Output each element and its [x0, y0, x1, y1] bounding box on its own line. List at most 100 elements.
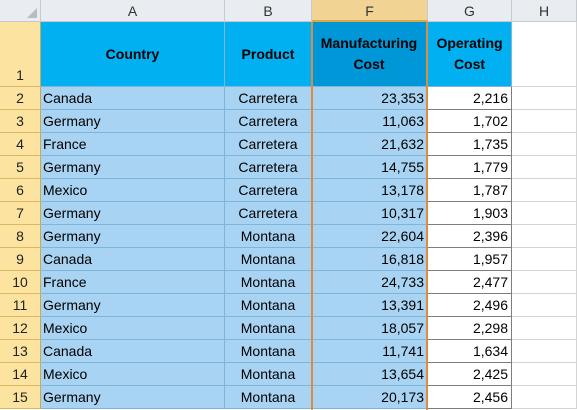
row-header[interactable]: 11: [0, 294, 41, 317]
header-cell-product[interactable]: Product: [225, 22, 312, 87]
operating-cost-cell[interactable]: 1,779: [428, 156, 512, 179]
manufacturing-cost-cell[interactable]: 14,755: [312, 156, 428, 179]
selection-border-right: [426, 22, 428, 410]
row-header[interactable]: 13: [0, 340, 41, 363]
country-cell[interactable]: Germany: [41, 386, 225, 409]
row-header[interactable]: 8: [0, 225, 41, 248]
country-cell[interactable]: Germany: [41, 156, 225, 179]
operating-cost-cell[interactable]: 2,425: [428, 363, 512, 386]
select-all-corner[interactable]: [0, 0, 41, 22]
empty-cell[interactable]: [512, 110, 577, 133]
operating-cost-cell[interactable]: 1,735: [428, 133, 512, 156]
header-country-label: Country: [105, 45, 160, 62]
product-cell[interactable]: Carretera: [225, 110, 312, 133]
row-header[interactable]: 14: [0, 363, 41, 386]
empty-cell[interactable]: [512, 363, 577, 386]
row-header[interactable]: 15: [0, 386, 41, 409]
row-header[interactable]: 10: [0, 271, 41, 294]
empty-cell[interactable]: [512, 133, 577, 156]
header-cell-operating-cost[interactable]: Operating Cost: [428, 22, 512, 87]
product-cell[interactable]: Montana: [225, 363, 312, 386]
manufacturing-cost-cell[interactable]: 23,353: [312, 87, 428, 110]
country-cell[interactable]: France: [41, 133, 225, 156]
column-header-b[interactable]: B: [225, 0, 312, 22]
manufacturing-cost-cell[interactable]: 11,741: [312, 340, 428, 363]
empty-cell[interactable]: [512, 294, 577, 317]
row-header[interactable]: 4: [0, 133, 41, 156]
country-cell[interactable]: Canada: [41, 248, 225, 271]
empty-cell[interactable]: [512, 317, 577, 340]
manufacturing-cost-cell[interactable]: 13,391: [312, 294, 428, 317]
operating-cost-cell[interactable]: 1,702: [428, 110, 512, 133]
country-cell[interactable]: Mexico: [41, 179, 225, 202]
empty-cell[interactable]: [512, 340, 577, 363]
empty-cell[interactable]: [512, 179, 577, 202]
product-cell[interactable]: Montana: [225, 271, 312, 294]
manufacturing-cost-cell[interactable]: 20,173: [312, 386, 428, 409]
product-cell[interactable]: Carretera: [225, 133, 312, 156]
country-cell[interactable]: Mexico: [41, 363, 225, 386]
manufacturing-cost-cell[interactable]: 11,063: [312, 110, 428, 133]
operating-cost-cell[interactable]: 2,477: [428, 271, 512, 294]
row-header[interactable]: 5: [0, 156, 41, 179]
manufacturing-cost-cell[interactable]: 10,317: [312, 202, 428, 225]
operating-cost-cell[interactable]: 2,216: [428, 87, 512, 110]
empty-cell[interactable]: [512, 225, 577, 248]
manufacturing-cost-cell[interactable]: 13,178: [312, 179, 428, 202]
manufacturing-cost-cell[interactable]: 22,604: [312, 225, 428, 248]
manufacturing-cost-cell[interactable]: 16,818: [312, 248, 428, 271]
product-cell[interactable]: Montana: [225, 225, 312, 248]
country-cell[interactable]: France: [41, 271, 225, 294]
empty-cell[interactable]: [512, 202, 577, 225]
product-cell[interactable]: Montana: [225, 294, 312, 317]
empty-cell[interactable]: [512, 156, 577, 179]
row-header[interactable]: 1: [0, 22, 41, 87]
operating-cost-cell[interactable]: 2,456: [428, 386, 512, 409]
row-header[interactable]: 3: [0, 110, 41, 133]
operating-cost-cell[interactable]: 1,957: [428, 248, 512, 271]
operating-cost-cell[interactable]: 2,496: [428, 294, 512, 317]
manufacturing-cost-cell[interactable]: 21,632: [312, 133, 428, 156]
empty-cell[interactable]: [512, 271, 577, 294]
operating-cost-cell[interactable]: 1,787: [428, 179, 512, 202]
header-cell-manufacturing-cost[interactable]: Manufacturing Cost: [312, 22, 428, 87]
manufacturing-cost-cell[interactable]: 24,733: [312, 271, 428, 294]
column-header-g[interactable]: G: [428, 0, 512, 22]
empty-cell[interactable]: [512, 22, 577, 87]
product-cell[interactable]: Carretera: [225, 87, 312, 110]
product-cell[interactable]: Montana: [225, 317, 312, 340]
row-header[interactable]: 6: [0, 179, 41, 202]
header-cell-country[interactable]: Country: [41, 22, 225, 87]
row-header[interactable]: 12: [0, 317, 41, 340]
operating-cost-cell[interactable]: 1,634: [428, 340, 512, 363]
row-header[interactable]: 2: [0, 87, 41, 110]
product-cell[interactable]: Montana: [225, 386, 312, 409]
product-cell[interactable]: Carretera: [225, 179, 312, 202]
product-cell[interactable]: Montana: [225, 340, 312, 363]
row-header[interactable]: 9: [0, 248, 41, 271]
header-operating-line2: Cost: [453, 56, 486, 72]
country-cell[interactable]: Germany: [41, 202, 225, 225]
country-cell[interactable]: Germany: [41, 225, 225, 248]
country-cell[interactable]: Canada: [41, 340, 225, 363]
column-header-a[interactable]: A: [41, 0, 225, 22]
operating-cost-cell[interactable]: 2,396: [428, 225, 512, 248]
column-header-h[interactable]: H: [512, 0, 577, 22]
product-cell[interactable]: Carretera: [225, 202, 312, 225]
row-header[interactable]: 7: [0, 202, 41, 225]
operating-cost-cell[interactable]: 2,298: [428, 317, 512, 340]
empty-cell[interactable]: [512, 87, 577, 110]
product-cell[interactable]: Montana: [225, 248, 312, 271]
manufacturing-cost-cell[interactable]: 18,057: [312, 317, 428, 340]
column-header-f[interactable]: F: [312, 0, 428, 22]
country-cell[interactable]: Mexico: [41, 317, 225, 340]
manufacturing-cost-cell[interactable]: 13,654: [312, 363, 428, 386]
country-cell[interactable]: Canada: [41, 87, 225, 110]
product-cell[interactable]: Carretera: [225, 156, 312, 179]
country-cell[interactable]: Germany: [41, 294, 225, 317]
selection-border-left: [311, 22, 313, 410]
empty-cell[interactable]: [512, 248, 577, 271]
operating-cost-cell[interactable]: 1,903: [428, 202, 512, 225]
empty-cell[interactable]: [512, 386, 577, 409]
country-cell[interactable]: Germany: [41, 110, 225, 133]
